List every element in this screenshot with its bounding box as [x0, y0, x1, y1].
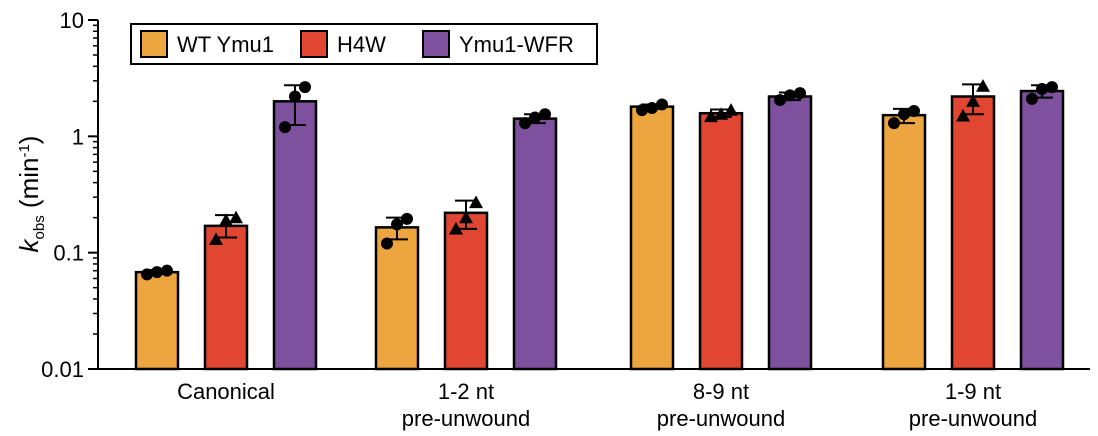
- data-point-circle: [784, 89, 796, 102]
- legend-swatch: [422, 30, 450, 58]
- x-tick-label: pre-unwound: [402, 406, 530, 431]
- data-point-triangle: [209, 232, 223, 246]
- bar: [881, 113, 927, 371]
- bar: [767, 95, 813, 371]
- legend-label: H4W: [337, 32, 386, 57]
- bar: [512, 117, 558, 371]
- data-point-circle: [1036, 83, 1048, 96]
- data-point-circle: [381, 237, 393, 250]
- data-point-circle: [908, 105, 920, 118]
- data-point-circle: [636, 104, 648, 117]
- bar: [629, 105, 675, 371]
- legend: WT Ymu1 H4W Ymu1-WFR: [130, 23, 598, 65]
- y-axis-label-symbol: k: [14, 237, 44, 252]
- y-tick-label: 10: [60, 8, 84, 33]
- data-point-circle: [1046, 81, 1058, 94]
- data-point-triangle: [449, 221, 463, 235]
- data-point-circle: [898, 108, 910, 121]
- data-point-circle: [519, 117, 531, 130]
- data-points: [141, 79, 1058, 281]
- data-point-triangle: [714, 107, 728, 120]
- y-axis-label-close: ): [14, 136, 44, 145]
- y-tick-label: 0.1: [53, 241, 84, 266]
- data-point-circle: [774, 94, 786, 107]
- legend-swatch: [140, 30, 168, 58]
- data-point-triangle: [966, 94, 980, 107]
- y-axis-label-superscript: -1: [16, 144, 33, 157]
- x-tick-label: 8-9 nt: [693, 379, 749, 404]
- bars: [134, 89, 1065, 371]
- legend-box: [130, 23, 598, 65]
- bar: [950, 95, 996, 371]
- data-point-circle: [289, 90, 301, 103]
- y-tick-label: 0.01: [41, 357, 84, 382]
- legend-label: WT Ymu1: [177, 32, 274, 57]
- data-point-circle: [646, 102, 658, 115]
- x-tick-label: 1-2 nt: [438, 379, 494, 404]
- y-axis-label-subscript: obs: [31, 215, 48, 239]
- data-point-circle: [1026, 92, 1038, 105]
- y-axis-label-unit: (min: [14, 158, 44, 216]
- data-point-circle: [141, 268, 153, 281]
- data-point-circle: [401, 212, 413, 225]
- data-point-triangle: [229, 210, 243, 224]
- data-point-circle: [299, 81, 311, 94]
- data-point-circle: [161, 264, 173, 277]
- data-point-circle: [151, 266, 163, 279]
- data-point-triangle: [976, 79, 990, 92]
- data-point-circle: [539, 108, 551, 121]
- bar: [272, 100, 318, 371]
- x-tick-label: 1-9 nt: [945, 379, 1001, 404]
- bar: [443, 211, 489, 371]
- data-point-triangle: [469, 195, 483, 209]
- legend-swatch: [300, 30, 328, 58]
- x-tick-label: pre-unwound: [909, 406, 1037, 431]
- bar: [203, 224, 249, 371]
- legend-label: Ymu1-WFR: [459, 32, 574, 57]
- bar: [1019, 89, 1065, 371]
- data-point-triangle: [956, 108, 970, 122]
- x-tick-label: pre-unwound: [657, 406, 785, 431]
- data-point-circle: [391, 218, 403, 231]
- bar: [698, 111, 744, 371]
- y-axis-label: kobs (min-1): [14, 136, 48, 253]
- data-point-circle: [279, 121, 291, 134]
- data-point-triangle: [459, 210, 473, 224]
- bar: [374, 226, 420, 371]
- y-tick-label: 1: [72, 124, 84, 149]
- data-point-circle: [529, 111, 541, 124]
- bar: [134, 270, 180, 371]
- data-point-triangle: [724, 103, 738, 116]
- data-point-circle: [794, 87, 806, 100]
- data-point-circle: [888, 117, 900, 130]
- x-tick-label: Canonical: [177, 379, 275, 404]
- data-point-circle: [656, 98, 668, 111]
